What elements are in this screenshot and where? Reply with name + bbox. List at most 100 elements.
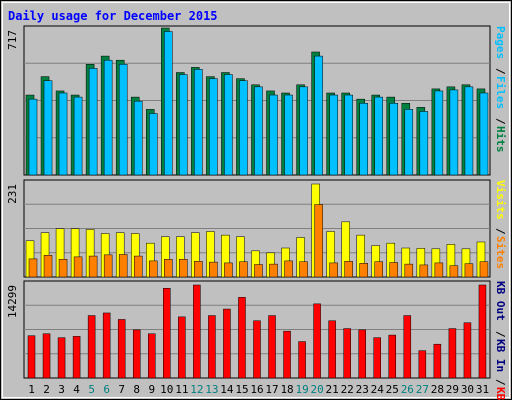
kbf-bar bbox=[463, 322, 472, 379]
files-bar bbox=[73, 96, 83, 176]
x-tick-label: 20 bbox=[311, 383, 324, 396]
sites-bar bbox=[449, 265, 459, 278]
sites-bar bbox=[434, 262, 444, 278]
files-bar bbox=[359, 102, 368, 176]
legend-pages: Pages bbox=[494, 26, 507, 59]
kbf-bar bbox=[87, 315, 96, 379]
sites-bar bbox=[58, 259, 68, 278]
kbf-bar bbox=[193, 284, 201, 379]
x-tick-label: 30 bbox=[461, 383, 474, 396]
sites-bar bbox=[133, 255, 143, 278]
files-bar bbox=[88, 68, 98, 176]
files-bar bbox=[419, 111, 429, 176]
kbf-bar bbox=[117, 319, 126, 379]
kbf-bar bbox=[313, 303, 321, 379]
x-tick-label: 27 bbox=[416, 383, 429, 396]
x-tick-label: 21 bbox=[326, 383, 339, 396]
kbf-bar bbox=[253, 320, 261, 379]
x-tick-label: 24 bbox=[371, 383, 385, 396]
legend-sites: Sites bbox=[494, 236, 507, 269]
kbf-bar bbox=[148, 333, 156, 379]
kbf-bar bbox=[328, 320, 336, 379]
x-tick-label: 18 bbox=[280, 383, 293, 396]
kbf-bar bbox=[72, 336, 81, 379]
kbf-bar bbox=[433, 343, 442, 379]
x-tick-label: 23 bbox=[356, 383, 369, 396]
sites-bar bbox=[194, 261, 203, 278]
files-bar bbox=[149, 113, 158, 176]
x-tick-label: 7 bbox=[118, 383, 125, 396]
files-bar bbox=[239, 80, 248, 176]
x-tick-label: 15 bbox=[235, 383, 248, 396]
files-bar bbox=[344, 94, 353, 176]
x-tick-label: 31 bbox=[476, 383, 489, 396]
sites-bar bbox=[118, 254, 128, 278]
files-bar bbox=[374, 96, 383, 176]
files-bar bbox=[43, 80, 53, 176]
legend-visits: Visits bbox=[494, 180, 507, 220]
files-bar bbox=[58, 92, 68, 176]
files-bar bbox=[133, 100, 143, 176]
x-tick-label: 9 bbox=[148, 383, 155, 396]
sites-bar bbox=[149, 260, 158, 278]
legend-kbf: KB F bbox=[494, 387, 507, 400]
sites-bar bbox=[164, 259, 173, 278]
sites-bar bbox=[43, 255, 53, 278]
files-bar bbox=[103, 59, 113, 176]
y-max-label: 717 bbox=[6, 30, 19, 50]
legend-sep: / bbox=[494, 68, 507, 75]
sites-bar bbox=[374, 261, 383, 278]
kbf-bar bbox=[298, 341, 306, 379]
legend-kbout: KB Out bbox=[494, 281, 507, 321]
x-tick-label: 11 bbox=[175, 383, 188, 396]
legend-sep: / bbox=[494, 331, 507, 338]
x-tick-label: 26 bbox=[401, 383, 414, 396]
x-tick-label: 29 bbox=[446, 383, 459, 396]
sites-bar bbox=[419, 264, 429, 278]
files-bar bbox=[389, 102, 399, 176]
kbf-bar bbox=[42, 333, 51, 379]
kbf-bar bbox=[373, 337, 381, 379]
kbf-bar bbox=[102, 312, 111, 379]
files-bar bbox=[179, 74, 188, 176]
sites-bar bbox=[314, 204, 323, 278]
sites-bar bbox=[73, 256, 83, 278]
sites-bar bbox=[404, 263, 414, 278]
sites-bar bbox=[359, 263, 368, 278]
kbf-bar bbox=[208, 315, 216, 379]
kbf-bar bbox=[478, 284, 487, 379]
sites-bar bbox=[344, 261, 353, 278]
files-bar bbox=[284, 94, 293, 176]
x-tick-label: 22 bbox=[341, 383, 354, 396]
sites-bar bbox=[464, 263, 474, 278]
files-bar bbox=[314, 55, 323, 176]
sites-bar bbox=[269, 263, 278, 278]
kbf-bar bbox=[283, 330, 291, 379]
legend-sep: / bbox=[494, 118, 507, 125]
x-tick-label: 2 bbox=[43, 383, 50, 396]
kbf-bar bbox=[238, 297, 246, 379]
legend-kbin: KB In bbox=[494, 339, 507, 372]
legend-sep: / bbox=[494, 379, 507, 386]
files-bar bbox=[209, 78, 218, 176]
files-bar bbox=[299, 86, 308, 176]
sites-bar bbox=[28, 258, 38, 278]
kbf-bar bbox=[358, 329, 366, 379]
kbf-bar bbox=[418, 350, 427, 379]
files-bar bbox=[224, 74, 233, 176]
files-bar bbox=[118, 64, 128, 176]
files-bar bbox=[254, 86, 263, 176]
y-max-label: 14299 bbox=[6, 285, 19, 318]
sites-bar bbox=[389, 262, 399, 278]
files-bar bbox=[434, 90, 444, 176]
x-tick-label: 10 bbox=[160, 383, 173, 396]
x-tick-label: 16 bbox=[250, 383, 263, 396]
kbf-bar bbox=[268, 315, 276, 379]
kbf-bar bbox=[343, 328, 351, 379]
x-tick-label: 25 bbox=[386, 383, 399, 396]
legend-files: Files bbox=[494, 76, 507, 109]
files-bar bbox=[28, 98, 38, 176]
files-bar bbox=[404, 109, 414, 176]
